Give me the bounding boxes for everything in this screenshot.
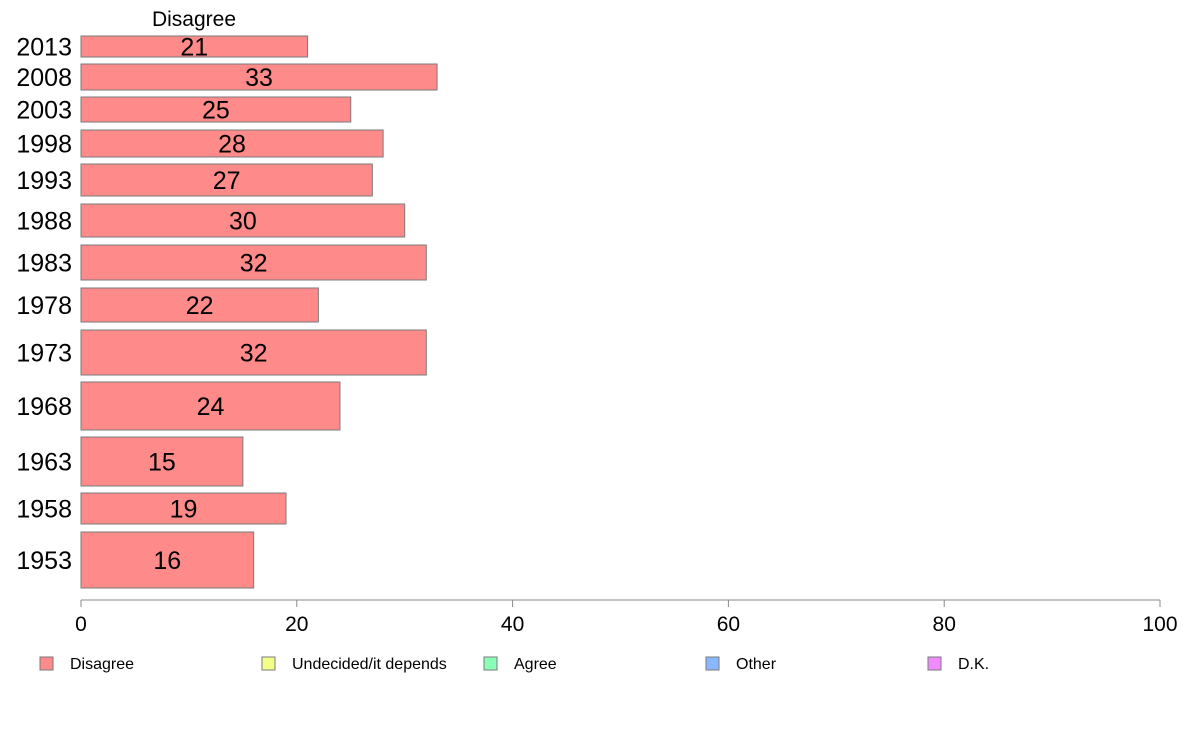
legend-label-undecided-it-depends: Undecided/it depends (292, 656, 447, 673)
bar-1998 (80, 129, 384, 158)
year-label-1983: 1983 (16, 250, 72, 278)
bar-value-label-1973: 32 (240, 340, 268, 368)
bar-value-label-2008: 33 (245, 64, 273, 92)
bar-1953 (80, 531, 255, 589)
bar-1993 (80, 163, 373, 197)
legend-label-agree: Agree (514, 656, 557, 673)
x-tick-label-80: 80 (933, 613, 956, 636)
x-tick-label-40: 40 (501, 613, 524, 636)
legend: Disagree Undecided/it depends Agree Other D.… (39, 656, 989, 673)
bar-value-label-2013: 21 (180, 34, 208, 62)
year-label-2008: 2008 (16, 64, 72, 92)
x-tick-label-0: 0 (75, 613, 87, 636)
year-label-1993: 1993 (16, 167, 72, 195)
legend-swatch-undecided-it-depends (261, 656, 276, 671)
bar-value-label-2003: 25 (202, 97, 230, 125)
bar-value-label-1958: 19 (170, 496, 198, 524)
x-axis: 0 20 40 60 80 100 (75, 599, 1178, 636)
x-tick-label-60: 60 (717, 613, 740, 636)
bar-value-label-1968: 24 (197, 393, 225, 421)
legend-swatch-agree (483, 656, 498, 671)
bar-1973 (80, 329, 427, 376)
bar-1958 (80, 492, 287, 525)
year-label-2013: 2013 (16, 34, 72, 62)
legend-swatch-disagree (39, 656, 54, 671)
year-label-2003: 2003 (16, 97, 72, 125)
bar-value-label-1963: 15 (148, 449, 176, 477)
series-header: Disagree (152, 8, 236, 31)
year-label-1973: 1973 (16, 340, 72, 368)
bar-group: 21 33 25 28 27 30 32 22 32 24 15 19 16 (80, 34, 438, 589)
year-label-1988: 1988 (16, 208, 72, 236)
year-label-1958: 1958 (16, 496, 72, 524)
legend-swatch-other (705, 656, 720, 671)
bar-1968 (80, 381, 341, 431)
bar-value-label-1998: 28 (218, 131, 246, 159)
bar-value-label-1983: 32 (240, 250, 268, 278)
bar-2013 (80, 35, 309, 58)
bar-value-label-1993: 27 (213, 167, 241, 195)
year-label-1998: 1998 (16, 131, 72, 159)
bar-1978 (80, 287, 319, 323)
legend-label-other: Other (736, 656, 777, 673)
legend-label-disagree: Disagree (70, 656, 134, 673)
year-label-1963: 1963 (16, 449, 72, 477)
legend-label-d-k: D.K. (958, 656, 989, 673)
bar-value-label-1978: 22 (186, 292, 214, 320)
bar-value-label-1953: 16 (153, 547, 181, 575)
bar-1963 (80, 436, 244, 487)
bar-1983 (80, 244, 427, 281)
legend-swatch-d-k (927, 656, 942, 671)
bar-1988 (80, 203, 406, 238)
year-label-1978: 1978 (16, 292, 72, 320)
bar-2003 (80, 96, 352, 123)
year-label-1953: 1953 (16, 547, 72, 575)
x-tick-label-100: 100 (1142, 613, 1177, 636)
bar-2008 (80, 63, 438, 91)
x-tick-label-20: 20 (285, 613, 308, 636)
bar-value-label-1988: 30 (229, 208, 257, 236)
year-label-1968: 1968 (16, 393, 72, 421)
